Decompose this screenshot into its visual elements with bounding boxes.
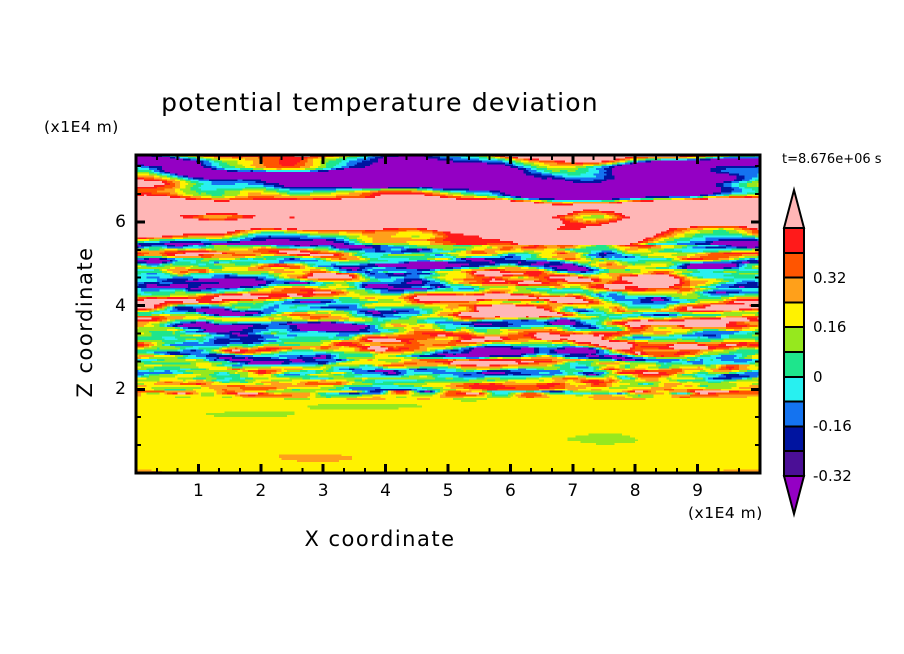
y-tick-label: 4 bbox=[115, 295, 126, 316]
x-tick-label: 8 bbox=[629, 481, 641, 501]
x-axis-units-label: (x1E4 m) bbox=[688, 504, 763, 522]
colorbar-tick-label: -0.16 bbox=[813, 417, 852, 436]
colorbar-tick-label: -0.32 bbox=[813, 467, 852, 485]
colorbar-tick-label: 0.16 bbox=[813, 318, 847, 337]
timestamp-annotation: t=8.676e+06 s bbox=[782, 152, 882, 167]
x-tick-label: 9 bbox=[692, 481, 704, 501]
colorbar bbox=[782, 186, 806, 518]
x-tick-label: 7 bbox=[567, 481, 579, 501]
x-tick-label: 4 bbox=[380, 481, 392, 501]
x-tick-label: 6 bbox=[504, 481, 516, 501]
x-tick-label: 3 bbox=[317, 481, 329, 501]
page-title: potential temperature deviation bbox=[161, 88, 599, 117]
colorbar-tick-label: 0.32 bbox=[813, 268, 847, 287]
colorbar-tick-label: 0 bbox=[813, 367, 823, 386]
y-tick-label: 6 bbox=[115, 211, 126, 232]
y-tick-label: 2 bbox=[115, 379, 126, 400]
plot-frame bbox=[134, 153, 762, 475]
y-axis-units-label: (x1E4 m) bbox=[44, 118, 119, 136]
x-axis-title: X coordinate bbox=[304, 527, 456, 551]
x-tick-label: 1 bbox=[192, 481, 204, 501]
x-tick-label: 2 bbox=[255, 481, 267, 501]
contour-field bbox=[136, 155, 760, 473]
x-tick-label: 5 bbox=[442, 481, 454, 501]
